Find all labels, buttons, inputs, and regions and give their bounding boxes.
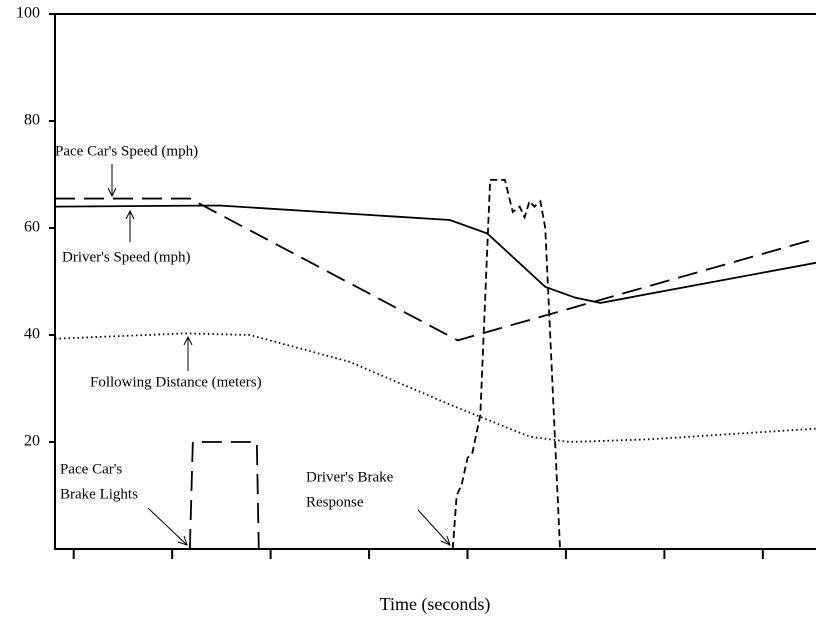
arrowhead <box>177 535 188 546</box>
x-axis-label: Time (seconds) <box>380 594 491 615</box>
y-tick-label: 80 <box>24 112 40 129</box>
annotation: Pace Car's <box>60 461 122 477</box>
y-tick-label: 100 <box>16 5 40 22</box>
annotation: Response <box>306 494 364 510</box>
annotation: Brake Lights <box>60 486 138 502</box>
arrowhead <box>125 209 135 220</box>
series-line <box>451 178 561 550</box>
series-line <box>54 204 816 304</box>
arrow <box>147 507 188 546</box>
annotation: Pace Car's Speed (mph) <box>55 143 198 159</box>
series-line <box>55 197 816 342</box>
arrowhead <box>183 335 193 346</box>
y-tick-label: 60 <box>24 219 40 236</box>
annotation: Following Distance (meters) <box>90 374 262 390</box>
annotation: Driver's Brake <box>306 469 394 485</box>
axes <box>54 13 816 550</box>
y-tick-label: 20 <box>24 433 40 450</box>
arrowhead <box>107 187 117 198</box>
series-line <box>188 441 260 550</box>
y-tick-label: 40 <box>24 326 40 343</box>
annotation: Driver's Speed (mph) <box>62 249 191 265</box>
arrow <box>417 509 451 546</box>
arrowhead <box>440 535 451 546</box>
